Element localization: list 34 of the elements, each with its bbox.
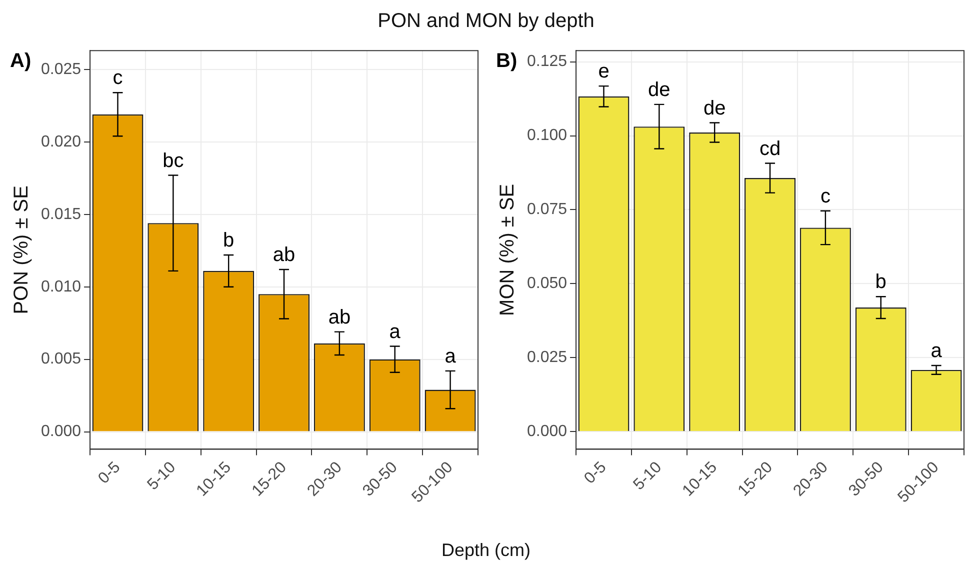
y-tick-label: 0.020 bbox=[40, 133, 82, 150]
annotation: de bbox=[648, 78, 670, 101]
y-tick-label: 0.000 bbox=[526, 422, 568, 440]
y-axis-title: PON (%) ± SE bbox=[10, 186, 33, 314]
annotation: de bbox=[703, 97, 726, 120]
y-tick-label: 0.075 bbox=[526, 201, 568, 218]
y-tick-label: 0.025 bbox=[40, 60, 82, 78]
y-tick-label: 0.005 bbox=[40, 350, 82, 368]
annotation: ab bbox=[328, 306, 351, 328]
y-tick-label: 0.025 bbox=[526, 348, 568, 366]
text: B) bbox=[496, 50, 518, 73]
y-axis-title: MON (%) ± SE bbox=[496, 184, 519, 316]
y-tick-label: 0.050 bbox=[526, 275, 568, 292]
chart-title: PON and MON by depth bbox=[376, 10, 596, 33]
y-tick-label: 0.000 bbox=[40, 423, 82, 440]
x-tick-label: 0-5 bbox=[581, 458, 610, 488]
x-axis-title: Depth (cm) bbox=[440, 540, 532, 561]
annotation: bc bbox=[162, 150, 184, 172]
annotation: c bbox=[820, 185, 830, 208]
annotation: a bbox=[930, 340, 943, 362]
y-tick-label: 0.010 bbox=[40, 278, 82, 296]
text: A) bbox=[10, 50, 32, 73]
annotation: a bbox=[389, 320, 402, 343]
annotation: b bbox=[223, 229, 234, 252]
annotation: cd bbox=[759, 138, 781, 160]
y-tick-label: 0.100 bbox=[526, 127, 568, 144]
annotation: b bbox=[875, 271, 886, 294]
annotation: a bbox=[444, 345, 457, 368]
annotation: ab bbox=[272, 244, 296, 266]
annotation: e bbox=[598, 60, 610, 83]
x-tick-label: 0-5 bbox=[95, 458, 124, 488]
y-tick-label: 0.125 bbox=[526, 53, 568, 70]
y-tick-label: 0.015 bbox=[40, 206, 82, 223]
annotation: c bbox=[112, 67, 123, 90]
